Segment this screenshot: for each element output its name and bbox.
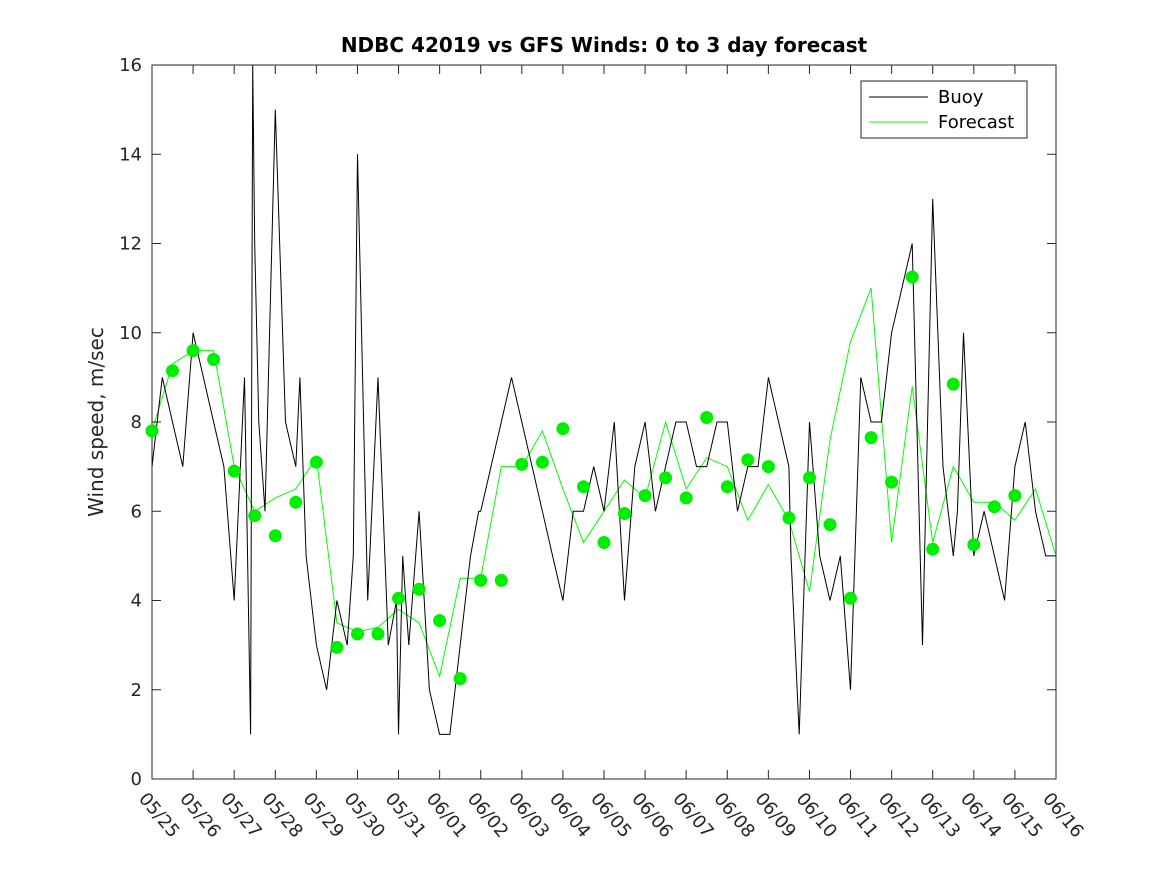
forecast-marker (741, 453, 755, 467)
forecast-marker (987, 500, 1001, 514)
x-tick-label: 06/07 (668, 789, 717, 842)
forecast-marker (515, 457, 529, 471)
x-tick-label: 06/05 (586, 789, 635, 842)
y-tick-label: 8 (131, 412, 142, 433)
x-tick-label: 06/02 (463, 789, 512, 842)
forecast-marker (885, 475, 899, 489)
forecast-marker (761, 460, 775, 474)
x-tick-label: 06/04 (545, 789, 594, 842)
forecast-marker (556, 422, 570, 436)
forecast-marker (926, 542, 940, 556)
x-tick-label: 05/30 (340, 789, 389, 842)
legend-box (860, 80, 1028, 139)
y-tick-label: 2 (131, 680, 142, 701)
x-tick-label: 06/15 (997, 789, 1046, 842)
forecast-marker (720, 480, 734, 494)
x-tick-label: 05/29 (299, 789, 348, 842)
x-tick-label: 06/08 (709, 789, 758, 842)
forecast-marker (535, 455, 549, 469)
y-tick-label: 4 (131, 591, 142, 612)
y-tick-label: 16 (119, 55, 142, 76)
y-tick-label: 0 (131, 769, 142, 790)
x-tick-label: 06/13 (915, 789, 964, 842)
forecast-marker (638, 489, 652, 503)
forecast-marker (289, 495, 303, 509)
forecast-marker (227, 464, 241, 478)
forecast-marker (392, 591, 405, 605)
x-tick-label: 06/09 (751, 789, 800, 842)
x-tick-label: 05/31 (381, 789, 430, 842)
forecast-marker (494, 573, 508, 587)
forecast-marker (700, 411, 714, 424)
y-tick-label: 6 (131, 501, 142, 522)
y-axis-label: Wind speed, m/sec (84, 327, 108, 517)
forecast-marker (577, 480, 590, 494)
forecast-marker (946, 377, 960, 391)
forecast-marker (330, 640, 344, 654)
forecast-marker (309, 455, 323, 469)
x-tick-label: 05/26 (175, 789, 224, 842)
forecast-marker (782, 511, 796, 525)
forecast-marker (864, 431, 878, 445)
forecast-marker (351, 627, 364, 641)
forecast-marker (145, 424, 159, 438)
legend-label-buoy: Buoy (938, 87, 984, 108)
marker-layer (145, 270, 1022, 686)
y-tick-label: 12 (119, 234, 142, 255)
forecast-marker (166, 364, 179, 378)
y-axis: 0 2 4 6 8 10 12 14 16 (119, 55, 1056, 790)
forecast-marker (453, 672, 467, 686)
forecast-marker (371, 627, 385, 641)
x-tick-label: 05/25 (134, 789, 183, 842)
forecast-marker (659, 471, 673, 485)
legend-label-forecast: Forecast (938, 112, 1014, 133)
x-tick-label: 06/14 (956, 789, 1005, 842)
forecast-marker (433, 614, 447, 628)
forecast-marker (474, 573, 488, 587)
x-tick-label: 06/06 (627, 789, 676, 842)
series-layer (151, 64, 1057, 735)
forecast-marker (268, 529, 282, 543)
x-tick-label: 05/28 (257, 789, 306, 842)
x-tick-label: 06/12 (874, 789, 923, 842)
x-tick-label: 05/27 (216, 789, 265, 842)
forecast-marker (967, 538, 981, 552)
forecast-marker (803, 471, 816, 485)
legend: Buoy Forecast (860, 80, 1028, 139)
forecast-marker (844, 591, 857, 605)
forecast-marker (207, 353, 221, 366)
buoy-series-line (151, 64, 1056, 735)
y-tick-label: 10 (119, 323, 142, 344)
plot-area (151, 64, 1057, 780)
forecast-marker (186, 344, 200, 358)
x-tick-label: 06/16 (1038, 789, 1087, 842)
x-tick-label: 06/10 (792, 789, 841, 842)
forecast-marker (618, 507, 631, 520)
y-tick-label: 14 (119, 144, 142, 165)
forecast-marker (1008, 489, 1022, 503)
forecast-marker (905, 270, 919, 284)
chart-title: NDBC 42019 vs GFS Winds: 0 to 3 day fore… (341, 33, 868, 57)
x-tick-label: 06/01 (422, 789, 471, 842)
forecast-marker (412, 582, 426, 596)
forecast-marker (597, 536, 611, 549)
x-tick-label: 06/03 (504, 789, 553, 842)
x-tick-label: 06/11 (833, 789, 882, 842)
forecast-marker (248, 509, 262, 523)
forecast-marker (679, 491, 693, 505)
forecast-marker (823, 518, 837, 532)
